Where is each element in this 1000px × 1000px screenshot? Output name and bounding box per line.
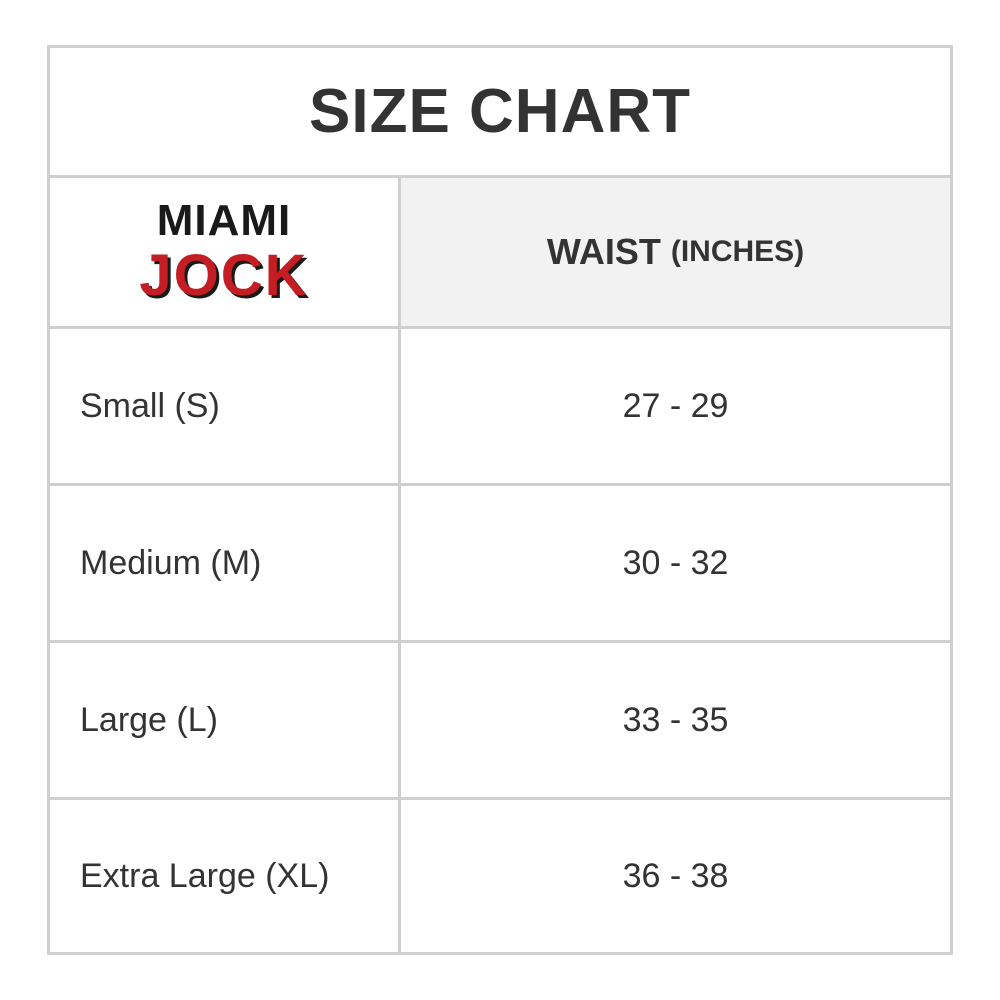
divider <box>50 326 950 329</box>
header-label: WAIST <box>546 231 661 272</box>
divider <box>50 483 950 486</box>
page-title: SIZE CHART <box>309 77 691 146</box>
logo-line-miami: MIAMI <box>156 196 292 245</box>
size-label: Medium (M) <box>80 543 262 582</box>
divider <box>50 640 950 643</box>
logo-line-jock: JOCK <box>139 243 309 308</box>
header-unit: (INCHES) <box>670 235 805 268</box>
divider <box>50 175 950 178</box>
size-label: Extra Large (XL) <box>80 856 330 895</box>
waist-column-header: WAIST (INCHES) <box>401 178 950 326</box>
divider <box>50 797 950 800</box>
waist-value: 33 - 35 <box>622 700 729 739</box>
brand-logo: MIAMI JOCK <box>50 178 398 326</box>
size-chart-table: SIZE CHART MIAMI JOCK WAIST (INCHES) Sma… <box>47 45 953 955</box>
waist-value: 36 - 38 <box>622 856 729 895</box>
size-label: Small (S) <box>80 386 220 425</box>
waist-value: 27 - 29 <box>622 386 729 425</box>
waist-value: 30 - 32 <box>622 543 729 582</box>
column-divider <box>398 178 401 952</box>
size-label: Large (L) <box>80 700 218 739</box>
